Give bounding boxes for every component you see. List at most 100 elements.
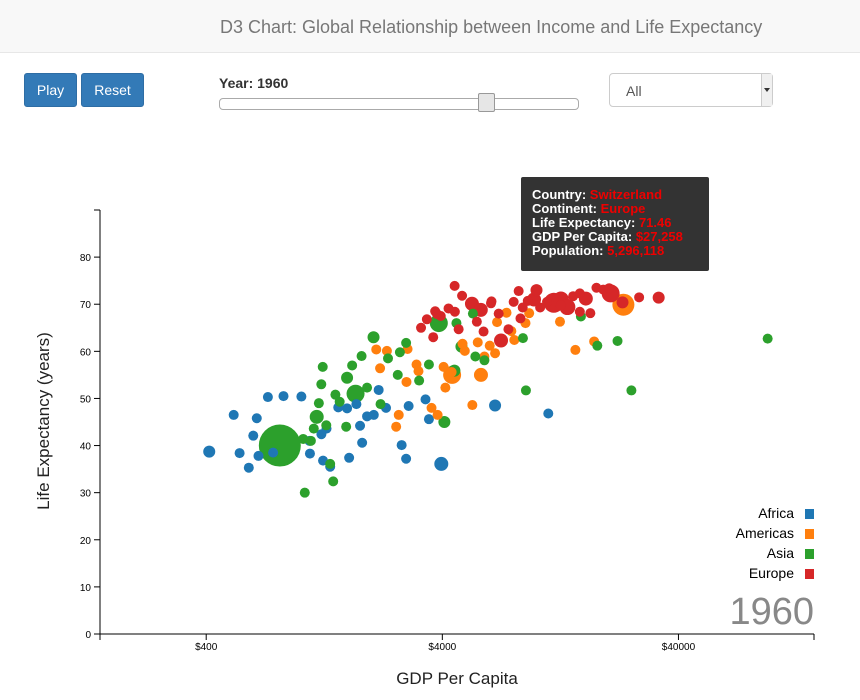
- data-point: [426, 402, 437, 413]
- data-point: [362, 382, 373, 393]
- data-point: [574, 288, 585, 299]
- data-point: [493, 308, 504, 319]
- data-point: [367, 331, 380, 344]
- legend-swatch-americas: [805, 529, 814, 539]
- data-point: [501, 307, 512, 318]
- data-point: [541, 296, 552, 307]
- data-point: [396, 440, 407, 451]
- data-point: [484, 340, 495, 351]
- data-point: [416, 322, 427, 333]
- data-point: [470, 351, 481, 362]
- legend-label-europe: Europe: [749, 565, 794, 581]
- data-point: [449, 280, 460, 291]
- data-point: [375, 363, 386, 374]
- data-point: [490, 348, 501, 359]
- data-point: [543, 408, 554, 419]
- x-tick-label: $400: [195, 642, 218, 653]
- data-point: [423, 414, 434, 425]
- data-point: [325, 458, 336, 469]
- legend-label-africa: Africa: [758, 505, 794, 521]
- data-point: [262, 392, 273, 403]
- data-point: [258, 424, 301, 467]
- select-arrow-area[interactable]: [761, 74, 772, 106]
- y-tick-label: 60: [80, 347, 92, 358]
- legend: Africa Americas Asia Europe: [736, 505, 814, 581]
- data-point: [316, 429, 327, 440]
- tooltip-country: Switzerland: [589, 187, 663, 202]
- legend-swatch-europe: [805, 569, 814, 579]
- data-point: [604, 283, 615, 294]
- y-tick-label: 10: [80, 583, 92, 594]
- data-point: [313, 398, 324, 409]
- data-point: [316, 379, 327, 390]
- legend-swatch-africa: [805, 509, 814, 519]
- data-point: [486, 296, 497, 307]
- data-point: [346, 384, 365, 403]
- tooltip-country-label: Country:: [532, 187, 587, 202]
- data-point: [356, 351, 367, 362]
- data-point: [467, 308, 478, 319]
- data-point: [555, 300, 566, 311]
- axes: 0 10 20 30 40 50 60 70 80 $400 $4000 $40000: [80, 209, 815, 653]
- data-point: [309, 409, 324, 424]
- data-point: [530, 284, 543, 297]
- year-slider-handle[interactable]: [478, 93, 495, 112]
- data-point: [434, 456, 449, 471]
- tooltip-pop-label: Population:: [532, 243, 604, 258]
- data-point: [328, 476, 339, 487]
- data-point: [234, 448, 245, 459]
- data-point: [403, 400, 414, 411]
- data-point: [471, 316, 482, 327]
- data-point: [392, 369, 403, 380]
- data-point: [472, 337, 483, 348]
- data-point: [375, 399, 386, 410]
- data-point: [513, 286, 524, 297]
- data-point: [509, 335, 520, 346]
- data-point: [248, 430, 259, 441]
- data-point: [489, 399, 502, 412]
- data-point: [438, 361, 449, 372]
- continent-select-value: All: [626, 83, 642, 99]
- y-tick-label: 50: [80, 394, 92, 405]
- data-point: [453, 324, 464, 335]
- data-point: [515, 313, 526, 324]
- data-point: [570, 344, 581, 355]
- data-point: [479, 355, 490, 366]
- data-point: [508, 296, 519, 307]
- data-point: [478, 326, 489, 337]
- data-point: [438, 416, 451, 428]
- tooltip-life: 71.46: [638, 215, 672, 230]
- navbar: D3 Chart: Global Relationship between In…: [0, 0, 860, 53]
- legend-label-asia: Asia: [767, 545, 794, 561]
- continent-select[interactable]: All: [609, 73, 773, 107]
- data-point: [414, 375, 425, 386]
- data-point: [394, 347, 405, 358]
- data-point: [554, 316, 565, 327]
- data-point: [321, 420, 332, 431]
- data-point: [423, 359, 434, 370]
- data-point: [421, 314, 432, 325]
- data-point: [347, 360, 358, 371]
- data-point: [459, 345, 470, 356]
- reset-button[interactable]: Reset: [81, 73, 144, 107]
- data-point: [391, 421, 402, 432]
- legend-label-americas: Americas: [736, 525, 794, 541]
- play-button[interactable]: Play: [24, 73, 77, 107]
- data-point: [243, 462, 254, 473]
- data-point: [334, 396, 345, 407]
- data-points: [203, 280, 773, 498]
- legend-swatch-asia: [805, 549, 814, 559]
- data-point: [393, 409, 404, 420]
- data-point: [308, 423, 319, 434]
- data-point: [298, 433, 309, 444]
- data-point: [467, 400, 478, 411]
- tooltip-life-label: Life Expectancy:: [532, 215, 636, 230]
- data-point: [428, 332, 439, 343]
- data-point: [401, 337, 412, 348]
- data-point: [492, 317, 503, 328]
- data-point: [305, 435, 316, 446]
- data-point: [203, 445, 216, 458]
- data-point: [342, 403, 353, 414]
- tooltip: Country: Switzerland Continent: Europe L…: [521, 177, 709, 271]
- data-point: [449, 306, 460, 317]
